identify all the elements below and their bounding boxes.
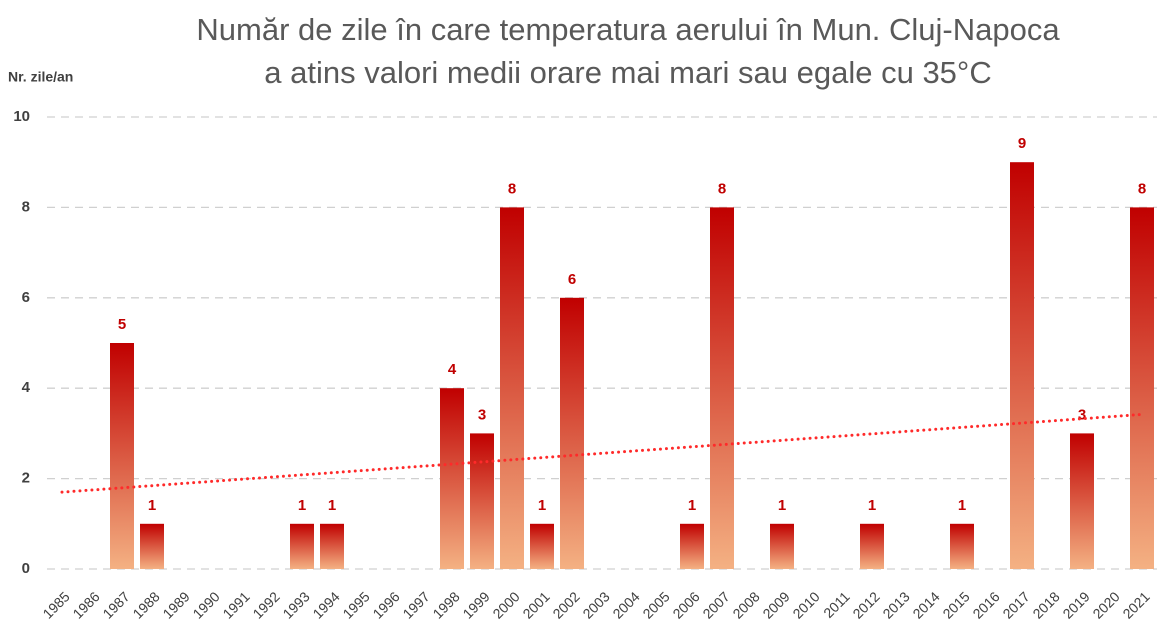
chart-title: Număr de zile în care temperatura aerulu…	[196, 12, 1060, 47]
x-tick-label: 1992	[249, 588, 282, 619]
data-label: 8	[508, 180, 516, 197]
y-tick-label: 0	[22, 560, 30, 577]
x-tick-label: 2018	[1029, 588, 1062, 619]
bar	[860, 523, 884, 569]
x-tick-label: 1990	[189, 588, 222, 619]
x-tick-label: 2013	[879, 588, 912, 619]
y-tick-label: 8	[22, 198, 30, 215]
x-tick-label: 2009	[759, 588, 792, 619]
data-label: 3	[478, 406, 486, 423]
x-tick-label: 2021	[1119, 588, 1152, 619]
x-tick-label: 1987	[99, 588, 132, 619]
data-label: 1	[298, 497, 306, 514]
bar	[140, 523, 164, 569]
data-label: 4	[448, 361, 457, 378]
x-tick-label: 2011	[820, 588, 853, 619]
bar	[1130, 207, 1154, 569]
x-tick-label: 1989	[159, 588, 192, 619]
bar	[950, 523, 974, 569]
x-tick-label: 2008	[729, 588, 762, 619]
y-tick-label: 4	[22, 379, 31, 396]
bar	[530, 523, 554, 569]
x-tick-label: 2003	[579, 588, 612, 619]
x-tick-label: 2004	[609, 588, 642, 619]
y-tick-label: 2	[22, 470, 30, 487]
y-tick-label: 10	[13, 108, 30, 125]
bar	[290, 523, 314, 569]
data-label: 1	[868, 497, 876, 514]
bar	[1070, 433, 1094, 569]
x-tick-label: 2001	[519, 588, 552, 619]
x-tick-label: 2006	[669, 588, 702, 619]
x-tick-label: 1991	[219, 588, 252, 619]
x-tick-label: 2007	[699, 588, 732, 619]
x-tick-label: 2000	[489, 588, 522, 619]
bar	[110, 343, 134, 569]
y-axis-label: Nr. zile/an	[8, 69, 73, 85]
x-tick-label: 1985	[39, 588, 72, 619]
bar	[320, 523, 344, 569]
data-label: 8	[718, 180, 726, 197]
data-label: 5	[118, 316, 126, 333]
x-tick-label: 1996	[369, 588, 402, 619]
x-tick-label: 2012	[849, 588, 882, 619]
x-tick-label: 1994	[309, 588, 342, 619]
x-tick-label: 1988	[129, 588, 162, 619]
x-tick-label: 2020	[1089, 588, 1122, 619]
chart-title: a atins valori medii orare mai mari sau …	[264, 55, 991, 90]
x-tick-label: 2014	[909, 588, 942, 619]
data-label: 1	[958, 497, 966, 514]
x-tick-label: 2002	[549, 588, 582, 619]
bar	[680, 523, 704, 569]
x-tick-label: 1999	[459, 588, 492, 619]
data-label: 8	[1138, 180, 1146, 197]
x-tick-label: 2017	[999, 588, 1032, 619]
x-tick-label: 1998	[429, 588, 462, 619]
x-tick-label: 1995	[339, 588, 372, 619]
bar	[560, 297, 584, 569]
bar	[1010, 162, 1034, 569]
bar	[470, 433, 494, 569]
data-label: 6	[568, 271, 576, 288]
x-tick-label: 2010	[789, 588, 822, 619]
bar	[440, 388, 464, 569]
x-tick-label: 2019	[1059, 588, 1092, 619]
x-tick-label: 2015	[939, 588, 972, 619]
x-tick-label: 2005	[639, 588, 672, 619]
trendline	[60, 412, 1144, 494]
data-label: 3	[1078, 406, 1086, 423]
data-label: 1	[688, 497, 696, 514]
data-label: 1	[538, 497, 546, 514]
data-label: 1	[778, 497, 786, 514]
x-tick-label: 1986	[69, 588, 102, 619]
bar	[500, 207, 524, 569]
x-tick-label: 2016	[969, 588, 1002, 619]
bar	[710, 207, 734, 569]
data-label: 9	[1018, 135, 1026, 152]
x-tick-label: 1993	[279, 588, 312, 619]
data-label: 1	[328, 497, 336, 514]
y-tick-label: 6	[22, 289, 30, 306]
data-label: 1	[148, 497, 156, 514]
x-tick-label: 1997	[399, 588, 432, 619]
bar	[770, 523, 794, 569]
